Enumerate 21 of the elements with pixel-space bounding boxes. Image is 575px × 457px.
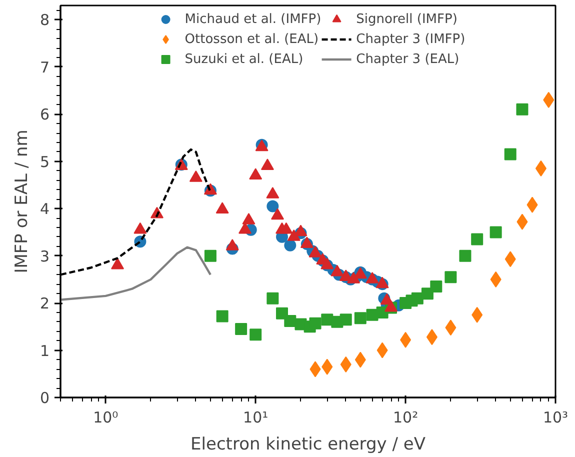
- y-tick-label: 0: [40, 389, 50, 407]
- y-tick-label: 5: [40, 152, 50, 171]
- legend-label: Michaud et al. (IMFP): [184, 11, 322, 27]
- x-tick-label: 10²: [392, 408, 418, 426]
- y-tick-label: 8: [40, 11, 50, 30]
- y-tick-label: 1: [40, 342, 50, 360]
- x-tick-label: 10³: [542, 408, 568, 426]
- legend-label: Ottosson et al. (EAL): [184, 31, 319, 47]
- y-tick-label: 6: [40, 106, 50, 124]
- legend-label: Chapter 3 (IMFP): [356, 31, 466, 47]
- y-tick-label: 4: [40, 200, 50, 218]
- x-tick-label: 10⁰: [93, 408, 118, 426]
- legend-label: Suzuki et al. (EAL): [184, 51, 304, 67]
- y-tick-label: 3: [40, 247, 50, 266]
- y-axis-title: IMFP or EAL / nm: [12, 130, 32, 274]
- legend-label: Signorell (IMFP): [356, 11, 458, 27]
- x-tick-label: 10¹: [243, 408, 268, 426]
- legend-label: Chapter 3 (EAL): [356, 51, 460, 67]
- y-tick-label: 2: [40, 294, 50, 313]
- x-axis-title: Electron kinetic energy / eV: [190, 434, 426, 454]
- y-tick-label: 7: [40, 58, 50, 76]
